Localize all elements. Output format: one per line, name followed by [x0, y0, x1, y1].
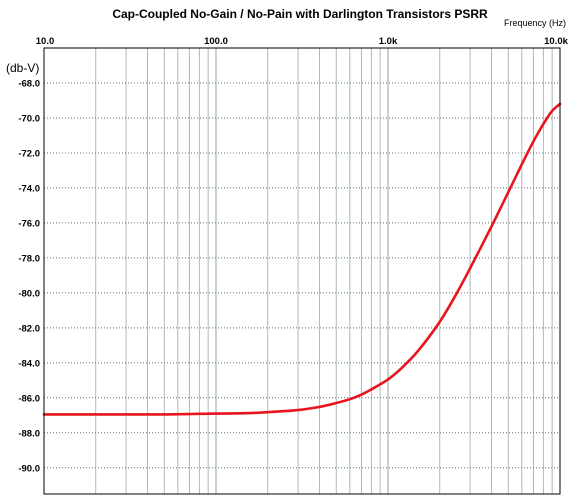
- x-tick-label: 100.0: [204, 36, 228, 47]
- x-tick-label: 1.0k: [379, 36, 398, 47]
- y-tick-label: -80.0: [18, 288, 40, 299]
- y-tick-label: -88.0: [18, 428, 40, 439]
- y-axis-ticks: -68.0 -70.0 -72.0 -74.0 -76.0 -78.0 -80.0 -82.0…: [18, 78, 40, 474]
- grid-lines-major: [44, 48, 560, 494]
- y-tick-label: -82.0: [18, 323, 40, 334]
- y-tick-label: -70.0: [18, 113, 40, 124]
- y-tick-label: -72.0: [18, 148, 40, 159]
- plot-area: [44, 48, 560, 494]
- y-tick-label: -84.0: [18, 358, 40, 369]
- x-axis-ticks: 10.0 100.0 1.0k 10.0k: [36, 36, 569, 47]
- y-tick-label: -78.0: [18, 253, 40, 264]
- y-axis-unit-label: (db-V): [6, 61, 39, 75]
- y-tick-label: -74.0: [18, 183, 40, 194]
- y-tick-label: -90.0: [18, 463, 40, 474]
- chart-title: Cap-Coupled No-Gain / No-Pain with Darli…: [112, 7, 488, 21]
- series-layer: [42, 102, 562, 416]
- plot-border: [43, 47, 561, 495]
- x-axis-unit-label: Frequency (Hz): [504, 18, 566, 28]
- y-tick-label: -68.0: [18, 78, 40, 89]
- y-tick-label: -86.0: [18, 393, 40, 404]
- series-line: [42, 102, 562, 416]
- x-tick-label: 10.0: [36, 36, 55, 47]
- y-tick-label: -76.0: [18, 218, 40, 229]
- x-tick-label: 10.0k: [544, 36, 568, 47]
